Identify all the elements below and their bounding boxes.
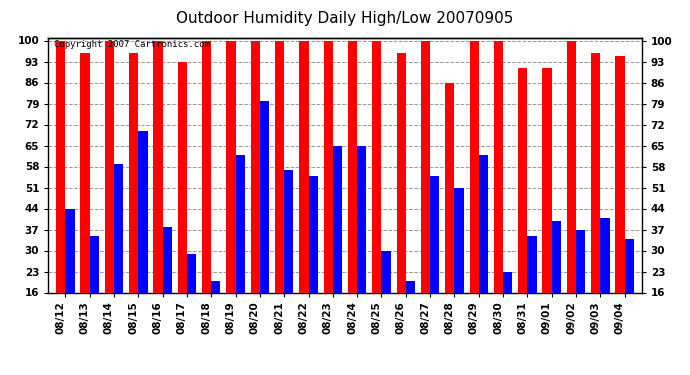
- Bar: [250, 40, 260, 292]
- Bar: [284, 170, 293, 292]
- Bar: [211, 280, 221, 292]
- Bar: [348, 40, 357, 292]
- Bar: [503, 272, 512, 292]
- Text: Copyright 2007 Cartronics.com: Copyright 2007 Cartronics.com: [55, 40, 210, 49]
- Bar: [527, 236, 537, 292]
- Bar: [114, 164, 124, 292]
- Bar: [406, 280, 415, 292]
- Bar: [542, 68, 552, 292]
- Bar: [445, 82, 455, 292]
- Bar: [333, 146, 342, 292]
- Bar: [308, 176, 318, 292]
- Bar: [138, 130, 148, 292]
- Bar: [430, 176, 440, 292]
- Bar: [600, 217, 609, 292]
- Bar: [299, 40, 308, 292]
- Bar: [324, 40, 333, 292]
- Bar: [591, 53, 600, 292]
- Bar: [357, 146, 366, 292]
- Bar: [576, 230, 585, 292]
- Bar: [479, 154, 488, 292]
- Bar: [90, 236, 99, 292]
- Bar: [56, 40, 66, 292]
- Bar: [153, 40, 163, 292]
- Bar: [421, 40, 430, 292]
- Bar: [226, 40, 235, 292]
- Bar: [552, 220, 561, 292]
- Bar: [469, 40, 479, 292]
- Bar: [260, 100, 269, 292]
- Bar: [397, 53, 406, 292]
- Bar: [518, 68, 527, 292]
- Bar: [187, 254, 196, 292]
- Bar: [382, 251, 391, 292]
- Bar: [81, 53, 90, 292]
- Bar: [163, 226, 172, 292]
- Bar: [105, 40, 114, 292]
- Bar: [455, 188, 464, 292]
- Bar: [566, 40, 576, 292]
- Bar: [129, 53, 138, 292]
- Bar: [202, 40, 211, 292]
- Bar: [624, 238, 634, 292]
- Bar: [494, 40, 503, 292]
- Bar: [178, 62, 187, 292]
- Bar: [66, 209, 75, 292]
- Bar: [372, 40, 382, 292]
- Bar: [615, 56, 624, 292]
- Bar: [235, 154, 245, 292]
- Text: Outdoor Humidity Daily High/Low 20070905: Outdoor Humidity Daily High/Low 20070905: [177, 11, 513, 26]
- Bar: [275, 40, 284, 292]
